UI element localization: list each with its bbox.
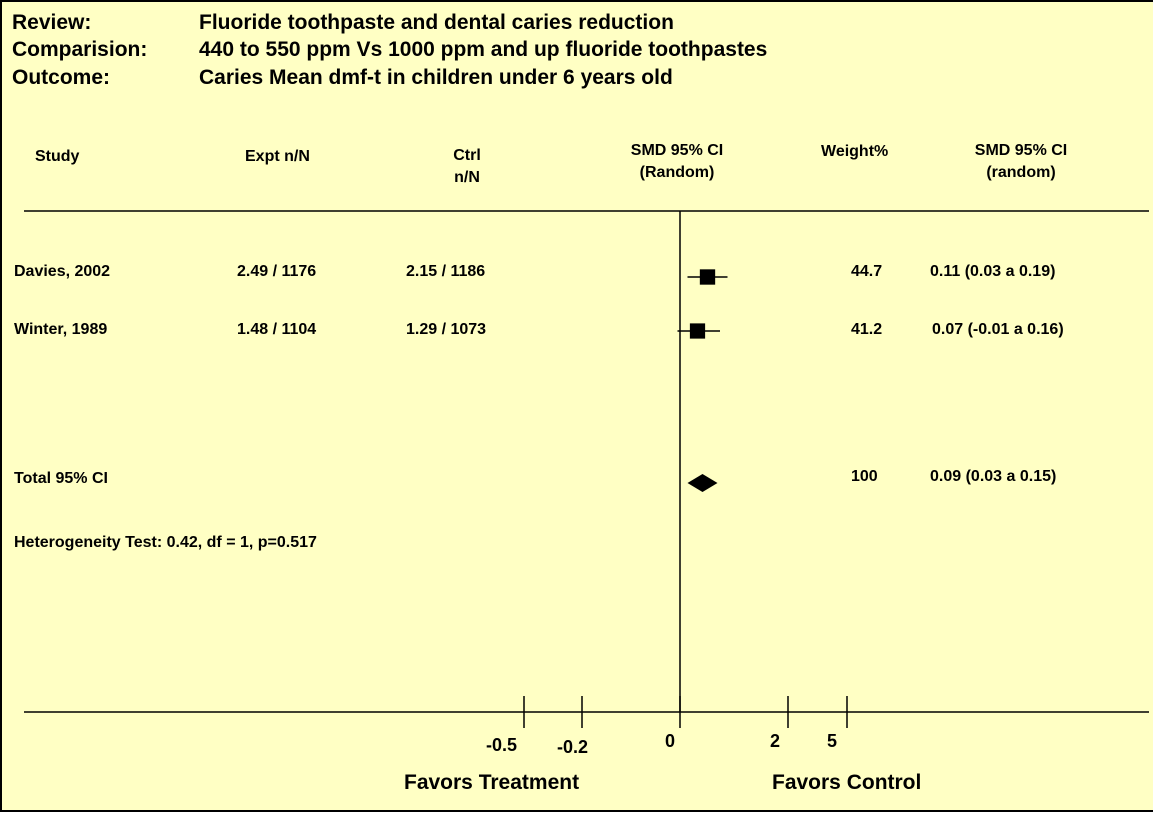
total-weight: 100 bbox=[851, 468, 878, 485]
column-header-weight: Weight% bbox=[821, 143, 889, 160]
column-header-ctrl-line2: n/N bbox=[454, 169, 480, 186]
comparison-value: 440 to 550 ppm Vs 1000 ppm and up fluori… bbox=[199, 38, 768, 61]
column-header-expt: Expt n/N bbox=[245, 148, 310, 165]
column-header-smd-plot-line2: (Random) bbox=[639, 164, 715, 181]
pooled-estimate-diamond bbox=[687, 474, 718, 492]
outcome-value: Caries Mean dmf-t in children under 6 ye… bbox=[199, 66, 673, 89]
forest-marks bbox=[677, 269, 728, 492]
column-header-ctrl-line1: Ctrl bbox=[453, 147, 481, 164]
column-header-smd-plot: SMD 95% CI (Random) bbox=[602, 140, 752, 184]
study-name: Winter, 1989 bbox=[14, 321, 108, 338]
axis-tick-label: 0 bbox=[665, 731, 676, 751]
study-weight: 44.7 bbox=[851, 263, 883, 280]
study-ci-text: 0.11 (0.03 a 0.19) bbox=[930, 263, 1056, 280]
point-estimate-square bbox=[689, 323, 706, 339]
study-weight: 41.2 bbox=[851, 321, 883, 338]
axis-tick-label: -0.5 bbox=[486, 735, 518, 755]
total-ci-text: 0.09 (0.03 a 0.15) bbox=[930, 468, 1057, 485]
axis-ticks bbox=[523, 696, 848, 728]
outcome-label: Outcome: bbox=[12, 66, 111, 89]
favors-treatment-label: Favors Treatment bbox=[404, 771, 580, 794]
study-ci-text: 0.07 (-0.01 a 0.16) bbox=[932, 321, 1064, 338]
column-header-smd-ci-line1: SMD 95% CI bbox=[974, 142, 1068, 159]
point-estimate-square bbox=[699, 269, 716, 285]
comparison-label: Comparision: bbox=[12, 38, 148, 61]
study-expt: 2.49 / 1176 bbox=[237, 263, 317, 280]
favors-control-label: Favors Control bbox=[772, 771, 922, 794]
review-value: Fluoride toothpaste and dental caries re… bbox=[199, 11, 674, 34]
study-ctrl: 1.29 / 1073 bbox=[406, 321, 487, 338]
column-header-smd-ci-line2: (random) bbox=[986, 164, 1056, 181]
axis-tick-label: -0.2 bbox=[557, 737, 589, 757]
total-name: Total 95% CI bbox=[14, 470, 108, 487]
heterogeneity-text: Heterogeneity Test: 0.42, df = 1, p=0.51… bbox=[14, 534, 317, 551]
study-ctrl: 2.15 / 1186 bbox=[406, 263, 486, 280]
column-header-smd-plot-line1: SMD 95% CI bbox=[630, 142, 724, 159]
study-expt: 1.48 / 1104 bbox=[237, 321, 317, 338]
review-label: Review: bbox=[12, 11, 92, 34]
column-header-study: Study bbox=[35, 148, 80, 165]
axis-tick-label: 2 bbox=[770, 731, 781, 751]
column-header-ctrl: Ctrl n/N bbox=[442, 145, 492, 189]
study-name: Davies, 2002 bbox=[14, 263, 111, 280]
axis-tick-label: 5 bbox=[827, 731, 838, 751]
column-header-smd-ci: SMD 95% CI (random) bbox=[946, 140, 1096, 184]
